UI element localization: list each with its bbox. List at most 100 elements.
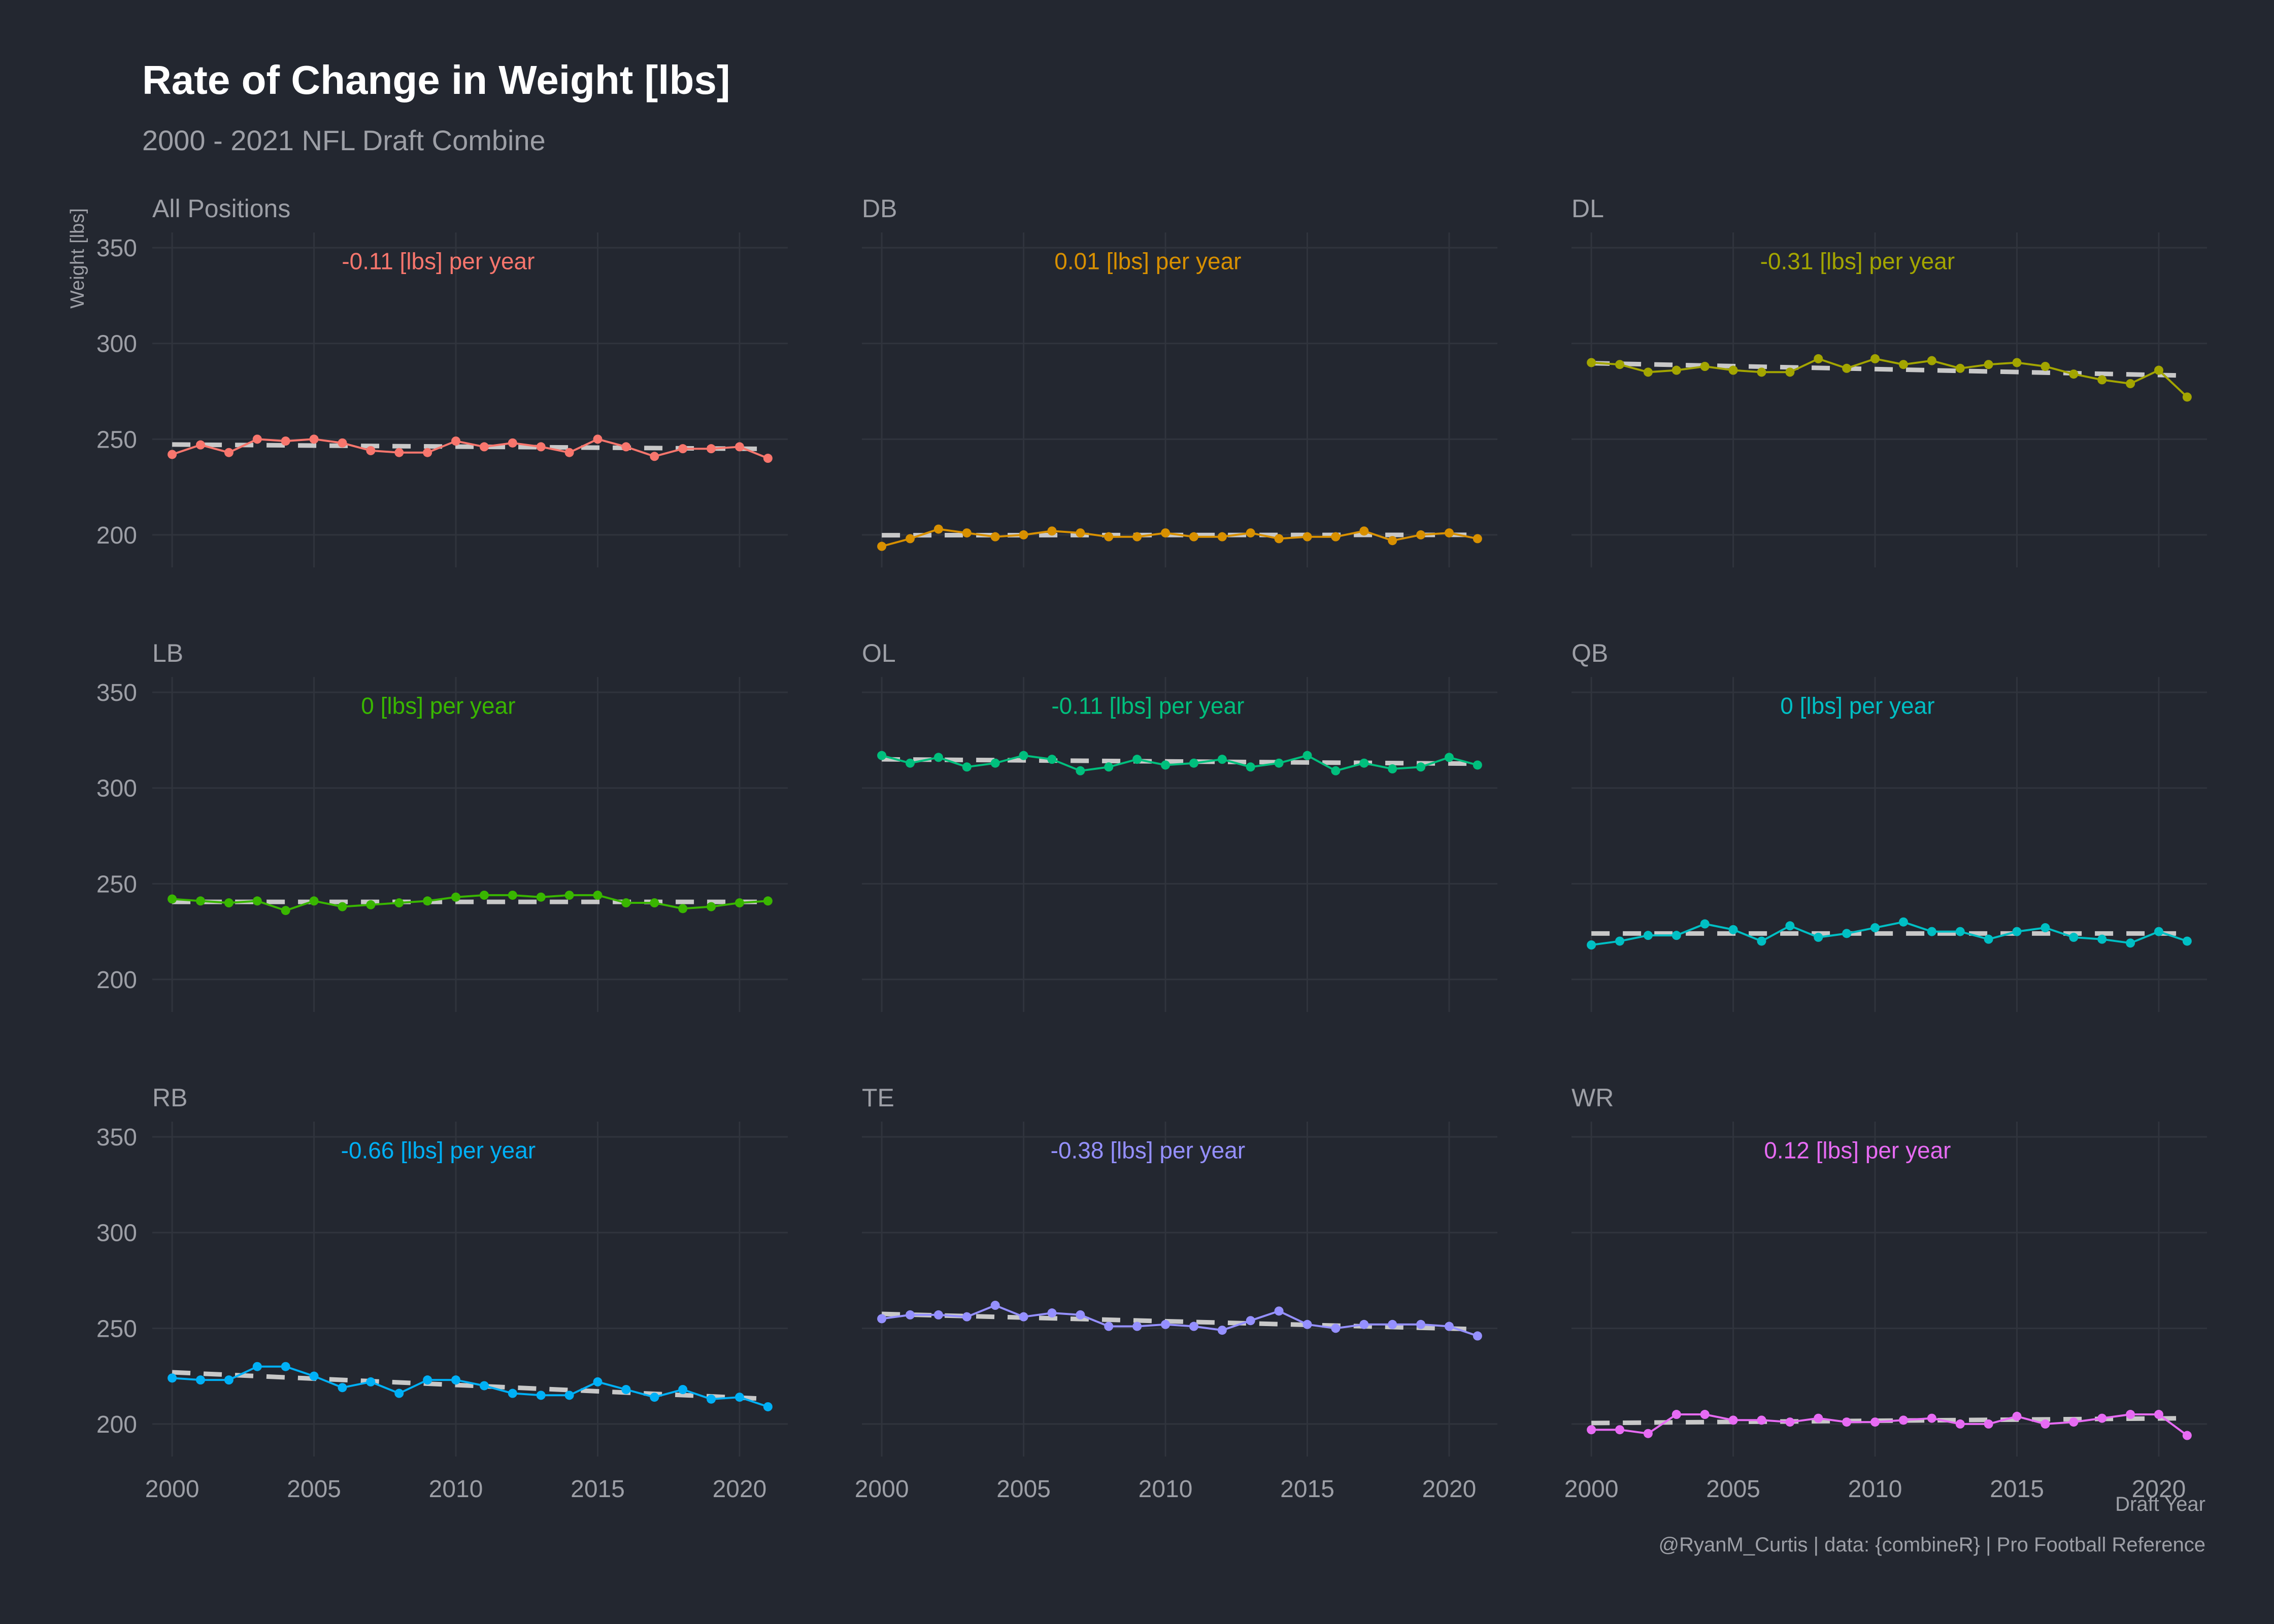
- data-point: [1842, 1417, 1852, 1427]
- data-point: [1246, 1316, 1255, 1326]
- data-point: [1814, 932, 1823, 942]
- y-tick-label: 200: [96, 967, 137, 994]
- data-point: [1217, 755, 1227, 764]
- data-point: [281, 1362, 290, 1371]
- data-point: [423, 896, 432, 906]
- data-point: [1728, 1415, 1738, 1425]
- panel-dl: DL -0.31 [lbs] per year: [1571, 194, 2207, 567]
- data-point: [1842, 363, 1852, 373]
- data-point: [366, 1377, 376, 1386]
- data-point: [593, 434, 603, 444]
- data-point: [1302, 751, 1312, 760]
- data-point: [394, 448, 404, 457]
- data-point: [1473, 534, 1482, 544]
- data-point: [1757, 936, 1766, 946]
- data-point: [1104, 532, 1114, 542]
- data-point: [2154, 365, 2163, 375]
- panel-wr: WR 2000 2005 2010 2015 2020 0.12 [lbs] per yea…: [1564, 1084, 2207, 1503]
- data-point: [2182, 936, 2192, 946]
- data-point: [1444, 528, 1454, 538]
- data-point: [1189, 758, 1198, 768]
- data-point: [962, 528, 972, 538]
- data-point: [168, 894, 177, 904]
- data-point: [1132, 1322, 1142, 1331]
- data-point: [1388, 764, 1397, 774]
- data-point: [734, 1393, 744, 1402]
- data-point: [1161, 528, 1171, 538]
- data-point: [1757, 367, 1766, 377]
- data-point: [1416, 762, 1426, 772]
- data-point: [338, 902, 347, 911]
- panel-title: LB: [152, 639, 183, 667]
- data-point: [1444, 753, 1454, 762]
- slope-annotation: 0.01 [lbs] per year: [1054, 248, 1241, 275]
- data-point: [1927, 1413, 1936, 1423]
- data-point: [1302, 1319, 1312, 1329]
- data-point: [593, 890, 603, 900]
- data-point: [2182, 392, 2192, 402]
- data-point: [1359, 758, 1369, 768]
- panel-title: WR: [1571, 1084, 1614, 1112]
- data-point: [678, 444, 688, 454]
- data-point: [394, 898, 404, 908]
- series-line: [172, 1365, 768, 1408]
- data-point: [2154, 1410, 2163, 1419]
- data-point: [1814, 354, 1823, 363]
- data-point: [1019, 1312, 1028, 1322]
- data-point: [990, 758, 1000, 768]
- panel-rb: RB 200 250 300 350 2000 2005 2010 2015 2020 -0.66 …: [96, 1084, 788, 1503]
- data-point: [1615, 1425, 1625, 1435]
- data-point: [1473, 1331, 1482, 1341]
- x-tick-label: 2000: [855, 1476, 909, 1503]
- series-line: [881, 528, 1478, 548]
- data-point: [1388, 1319, 1397, 1329]
- data-point: [1047, 526, 1057, 536]
- data-point: [168, 450, 177, 459]
- data-point: [2069, 1417, 2079, 1427]
- data-point: [2069, 932, 2079, 942]
- data-point: [1331, 1324, 1341, 1333]
- data-point: [650, 898, 659, 908]
- data-point: [2041, 923, 2050, 933]
- data-point: [451, 892, 461, 902]
- data-point: [281, 906, 290, 916]
- data-point: [423, 1375, 432, 1385]
- data-point: [734, 898, 744, 908]
- series-line: [1591, 921, 2188, 946]
- data-point: [536, 1391, 546, 1400]
- data-point: [2126, 1410, 2135, 1419]
- y-tick-label: 350: [96, 680, 137, 706]
- data-point: [1331, 532, 1341, 542]
- x-tick-label: 2020: [1422, 1476, 1477, 1503]
- panel-title: OL: [862, 639, 896, 667]
- data-point: [1700, 1410, 1710, 1419]
- data-point: [1132, 755, 1142, 764]
- data-point: [962, 762, 972, 772]
- data-point: [252, 434, 262, 444]
- data-point: [1671, 1410, 1681, 1419]
- data-point: [1274, 534, 1284, 544]
- panel-ol: OL -0.11 [lbs] per year: [862, 639, 1497, 1012]
- data-point: [906, 534, 915, 544]
- data-point: [1955, 1419, 1965, 1429]
- y-tick-label: 350: [96, 235, 137, 262]
- data-point: [621, 1385, 631, 1394]
- x-tick-label: 2010: [429, 1476, 483, 1503]
- chart-subtitle: 2000 - 2021 NFL Draft Combine: [142, 124, 546, 156]
- data-point: [224, 1375, 233, 1385]
- data-point: [906, 1310, 915, 1319]
- data-point: [2126, 938, 2135, 948]
- data-point: [933, 1310, 943, 1319]
- data-point: [1161, 760, 1171, 770]
- data-point: [196, 896, 206, 906]
- slope-annotation: -0.11 [lbs] per year: [1051, 693, 1244, 719]
- data-point: [933, 524, 943, 534]
- y-tick-label: 300: [96, 1220, 137, 1247]
- data-point: [508, 438, 517, 448]
- data-point: [678, 904, 688, 913]
- data-point: [1984, 934, 1993, 944]
- data-point: [2097, 1413, 2107, 1423]
- data-point: [621, 442, 631, 452]
- series-line: [1591, 1413, 2188, 1437]
- data-point: [366, 900, 376, 909]
